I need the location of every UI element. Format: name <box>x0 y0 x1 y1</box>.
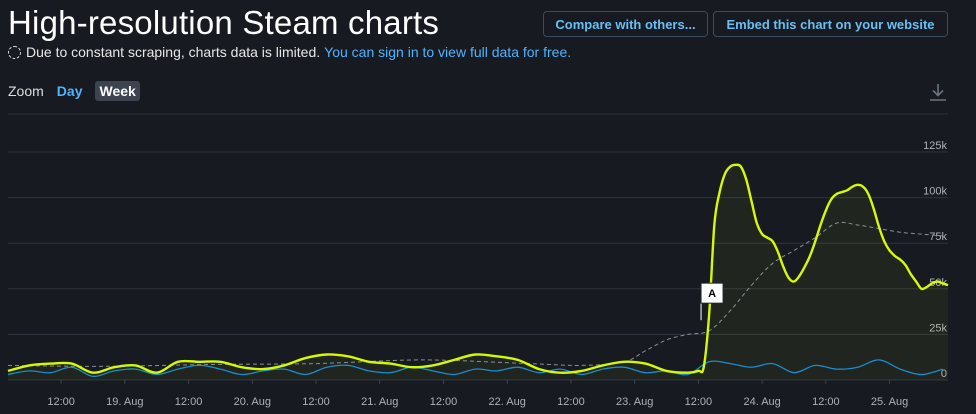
x-tick-label: 25. Aug <box>871 396 908 408</box>
x-tick-label: 23. Aug <box>616 396 653 408</box>
x-tick-label: 12:00 <box>47 396 75 408</box>
y-tick-label: 100k <box>923 186 947 198</box>
x-tick-label: 12:00 <box>557 396 585 408</box>
dashed-circle-icon <box>8 45 21 59</box>
zoom-week-button[interactable]: Week <box>95 81 140 101</box>
twitch-viewers-line <box>7 359 943 378</box>
y-tick-label: 75k <box>929 231 947 243</box>
zoom-controls: Zoom Day Week <box>8 80 140 102</box>
embed-chart-button[interactable]: Embed this chart on your website <box>713 11 948 37</box>
annotation-flag[interactable] <box>700 282 724 304</box>
players-line <box>7 163 949 374</box>
x-tick-label: 24. Aug <box>743 396 780 408</box>
y-tick-label: 25k <box>929 322 947 334</box>
x-tick-label: 20. Aug <box>234 396 271 408</box>
compare-button[interactable]: Compare with others... <box>543 11 708 37</box>
x-tick-label: 21. Aug <box>361 396 398 408</box>
x-tick-label: 22. Aug <box>489 396 526 408</box>
chart-series <box>7 163 949 380</box>
y-tick-label: 0 <box>941 368 947 380</box>
x-tick-label: 12:00 <box>812 396 840 408</box>
zoom-label: Zoom <box>8 83 44 99</box>
page-title: High-resolution Steam charts <box>8 4 440 41</box>
players-area-fill <box>8 164 948 380</box>
x-axis-ticks: 12:00 19. Aug 12:00 20. Aug 12:00 21. Aug 12:0… <box>47 380 908 408</box>
x-tick-label: 12:00 <box>430 396 458 408</box>
x-tick-label: 19. Aug <box>106 396 143 408</box>
annotation-label: A <box>708 288 716 300</box>
y-axis-ticks: 025k50k75k100k125k <box>923 140 947 380</box>
zoom-day-button[interactable]: Day <box>56 83 83 99</box>
data-limit-notice: Due to constant scraping, charts data is… <box>8 44 571 60</box>
chart-annotations[interactable]: A <box>700 282 724 321</box>
x-tick-label: 12:00 <box>302 396 330 408</box>
download-icon[interactable] <box>928 82 948 102</box>
x-tick-label: 12:00 <box>685 396 713 408</box>
x-tick-label: 12:00 <box>175 396 203 408</box>
sign-in-link[interactable]: You can sign in to view full data for fr… <box>324 44 572 60</box>
average-players-line <box>7 221 943 367</box>
y-tick-label: 125k <box>923 140 947 152</box>
chart-grid <box>8 151 948 381</box>
notice-text: Due to constant scraping, charts data is… <box>26 44 321 60</box>
